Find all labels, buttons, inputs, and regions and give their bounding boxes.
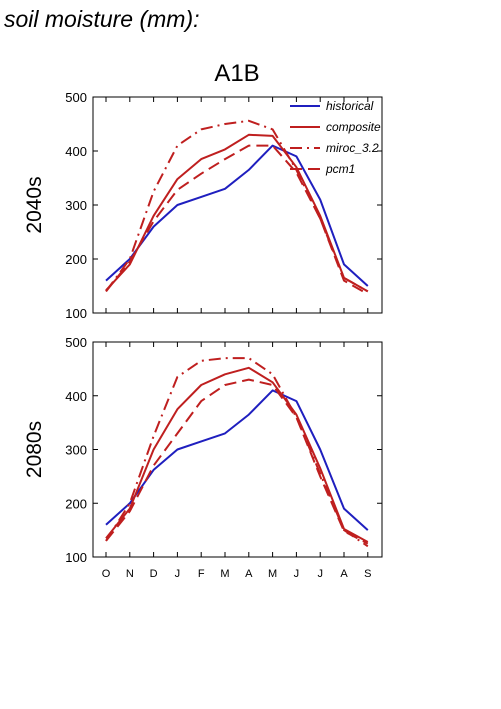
y-tick-label: 100 <box>65 306 87 321</box>
chart-panels: 100 200 300 400 500 2040s historical composite m… <box>23 90 383 580</box>
y-tick-label: 400 <box>65 144 87 159</box>
x-tick-label: A <box>340 568 348 580</box>
panel-2040s: 100 200 300 400 500 2040s historical composite m… <box>23 90 383 321</box>
series-line-pcm1 <box>105 378 369 545</box>
series-line-miroc_3.2 <box>105 357 369 548</box>
scenario-label: A1B <box>214 60 259 87</box>
y-tick-label: 400 <box>65 389 87 404</box>
series-line-pcm1 <box>105 144 369 295</box>
plot-frame <box>92 341 383 558</box>
x-tick-label: J <box>175 568 181 580</box>
row-label-2040s: 2040s <box>23 176 46 233</box>
y-tick-label: 200 <box>65 496 87 511</box>
y-tick-label: 200 <box>65 252 87 267</box>
series-line-composite <box>105 366 369 543</box>
series-line-composite <box>105 133 369 293</box>
y-tick-label: 300 <box>65 443 87 458</box>
y-tick-label: 300 <box>65 198 87 213</box>
x-tick-label: O <box>102 568 111 580</box>
row-label-2080s: 2080s <box>23 421 46 478</box>
x-tick-label: D <box>150 568 158 580</box>
x-tick-label: J <box>317 568 323 580</box>
y-tick-label: 500 <box>65 335 87 350</box>
y-tick-label: 100 <box>65 550 87 565</box>
x-tick-label: F <box>198 568 205 580</box>
x-tick-label: J <box>294 568 300 580</box>
series-line-historical <box>105 389 369 531</box>
panel-2080s: 100 200 300 400 500 O N D J F M A M J J A S 2080s <box>23 335 383 580</box>
legend-label-pcm1: pcm1 <box>325 162 355 176</box>
x-tick-label: N <box>126 568 134 580</box>
x-tick-label: A <box>245 568 253 580</box>
legend-label-composite: composite <box>326 120 381 134</box>
y-tick-label: 500 <box>65 90 87 105</box>
x-tick-label: S <box>364 568 371 580</box>
figure-title: soil moisture (mm): <box>4 6 200 32</box>
series-line-historical <box>105 144 369 287</box>
legend-label-historical: historical <box>326 99 374 113</box>
x-tick-label: M <box>220 568 229 580</box>
legend-label-miroc_3.2: miroc_3.2 <box>326 141 379 155</box>
legend: historical composite miroc_3.2 pcm1 <box>290 99 381 176</box>
x-tick-label: M <box>268 568 277 580</box>
